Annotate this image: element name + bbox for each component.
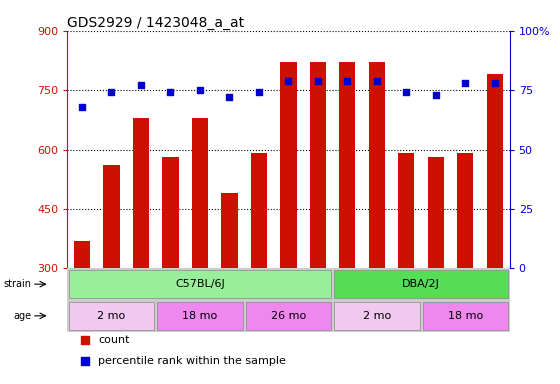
Bar — [339, 62, 356, 268]
Point — [254, 89, 263, 96]
Text: 2 mo: 2 mo — [97, 311, 125, 321]
Text: DBA/2J: DBA/2J — [402, 279, 440, 289]
Point — [77, 104, 86, 110]
Bar — [221, 193, 237, 268]
Bar — [104, 166, 119, 268]
Bar — [162, 157, 179, 268]
Point — [461, 80, 470, 86]
Text: 18 mo: 18 mo — [183, 311, 217, 321]
Point — [195, 87, 204, 93]
Point — [431, 92, 440, 98]
Bar — [458, 154, 473, 268]
Bar — [334, 301, 419, 330]
Bar — [192, 118, 208, 268]
Point — [402, 89, 411, 96]
Bar — [310, 62, 326, 268]
Text: strain: strain — [4, 279, 32, 289]
Text: 26 mo: 26 mo — [271, 311, 306, 321]
Bar — [74, 241, 90, 268]
Point — [314, 78, 323, 84]
Point — [137, 82, 146, 88]
Point — [491, 80, 500, 86]
Text: percentile rank within the sample: percentile rank within the sample — [98, 356, 286, 366]
Bar — [251, 154, 267, 268]
Text: 18 mo: 18 mo — [448, 311, 483, 321]
Bar — [487, 74, 503, 268]
Point — [445, 85, 454, 91]
Point — [166, 89, 175, 96]
Text: GDS2929 / 1423048_a_at: GDS2929 / 1423048_a_at — [67, 16, 244, 30]
Point — [284, 78, 293, 84]
Point — [445, 273, 454, 279]
Point — [225, 94, 234, 100]
Point — [343, 78, 352, 84]
Point — [107, 89, 116, 96]
Bar — [69, 270, 331, 298]
Bar — [246, 301, 331, 330]
Bar — [423, 301, 508, 330]
Bar — [157, 301, 242, 330]
Bar — [398, 154, 414, 268]
Point — [372, 78, 381, 84]
Bar — [369, 62, 385, 268]
Bar — [334, 270, 508, 298]
Text: count: count — [98, 335, 130, 345]
Bar — [69, 301, 154, 330]
Bar — [133, 118, 149, 268]
Text: C57BL/6J: C57BL/6J — [175, 279, 225, 289]
Text: 2 mo: 2 mo — [363, 311, 391, 321]
Bar — [428, 157, 444, 268]
Text: age: age — [13, 311, 32, 321]
Bar — [281, 62, 296, 268]
